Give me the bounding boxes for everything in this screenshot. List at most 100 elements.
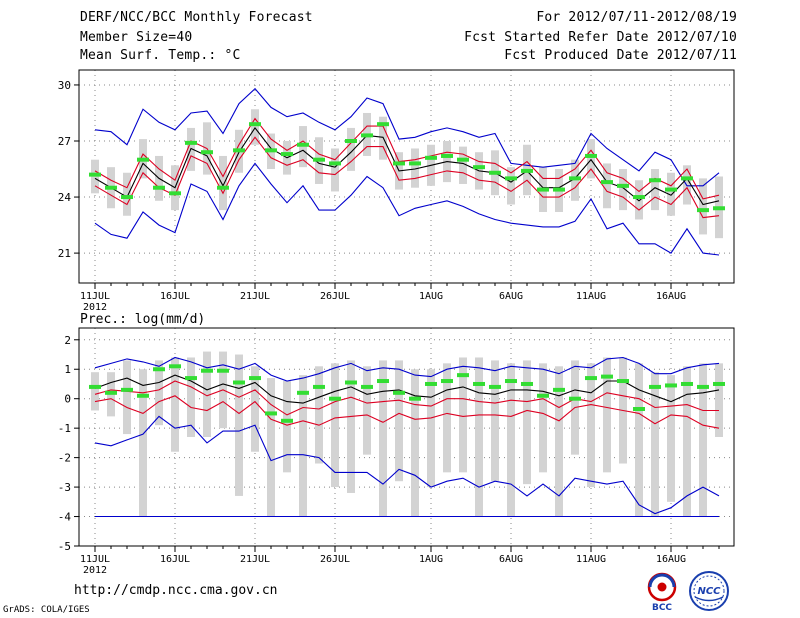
prec-median-mark [249,376,261,381]
temp-box [635,180,643,220]
temp-box [699,178,707,235]
prec-box [379,360,387,517]
prec-box [395,360,403,482]
prec-median-mark [569,396,581,401]
prec-box [459,357,467,473]
prec-box [635,363,643,517]
prec-box [411,369,419,517]
temp-median-mark [329,161,341,166]
prec-median-mark [153,367,165,372]
prec-median-mark [489,384,501,389]
temp-median-mark [697,208,709,213]
prec-ytick-label: -2 [58,452,71,465]
temp-median-mark [281,152,293,157]
temp-box [347,127,355,171]
prec-box [235,354,243,496]
prec-box [299,375,307,517]
temp-lower-spread-line [94,136,720,219]
prec-median-mark [297,390,309,395]
temp-median-mark [665,187,677,192]
temp-xtick-label: 16AUG [656,291,686,302]
prec-box [251,366,259,452]
temp-box [667,172,675,216]
prec-median-mark [553,387,565,392]
prec-median-mark [537,393,549,398]
prec-box [139,369,147,517]
temp-panel: 21 24 27 30 11JUL 16JUL 21JUL 26JUL 1AUG 6AUG 11AU… [58,69,735,313]
prec-box [91,372,99,411]
temp-ytick-label: 30 [58,79,71,92]
prec-median-mark [185,376,197,381]
prec-median-mark [361,384,373,389]
temp-box [251,109,259,145]
prec-median-mark [617,379,629,384]
prec-median-mark [105,390,117,395]
prec-median-mark [457,373,469,378]
prec-median-mark [329,396,341,401]
temp-xtick-label: 26JUL [320,291,350,302]
prec-box [123,360,131,435]
temp-median-mark [185,140,197,145]
temp-median-mark [601,180,613,185]
prec-box [315,366,323,464]
temp-xtick-label: 16JUL [160,291,190,302]
prec-xtick-label: 1AUG [419,554,443,565]
temp-median-mark [457,157,469,162]
prec-box [667,375,675,502]
prec-ytick-label: -5 [58,540,71,553]
source-url[interactable]: http://cmdp.ncc.cma.gov.cn [74,583,278,598]
prec-median-mark [201,368,213,373]
prec-xtick-label: 6AUG [499,554,523,565]
prec-box [491,360,499,482]
temp-median-mark [649,178,661,183]
temp-xtick-label: 11JUL [80,291,110,302]
temp-xtick-label: 21JUL [240,291,270,302]
prec-max-line [94,356,720,382]
prec-median-mark [665,383,677,388]
prec-median-mark [281,418,293,423]
prec-xtick-label: 11JUL [80,554,110,565]
temp-median-mark [441,153,453,158]
prec-box [603,357,611,473]
temp-upper-spread-line [94,117,720,200]
prec-median-mark [649,384,661,389]
prec-median-mark [121,387,133,392]
prec-median-mark [473,381,485,386]
bcc-logo-text: BCC [652,603,672,612]
temp-box [651,169,659,211]
prec-median-mark [521,381,533,386]
temp-median-mark [489,170,501,175]
temp-median-mark [265,148,277,153]
temp-median-mark [377,122,389,127]
temp-median-mark [393,161,405,166]
temp-median-mark [249,122,261,127]
prec-box [715,363,723,437]
prec-median-mark [377,379,389,384]
temp-median-mark [217,185,229,190]
prec-xtick-label: 16JUL [160,554,190,565]
prec-median-mark [393,390,405,395]
temp-median-mark [169,191,181,196]
prec-ytick-label: -4 [58,511,72,524]
prec-box [475,357,483,517]
prec-box [507,363,515,517]
temp-min-line [94,162,720,256]
temp-median-mark [233,148,245,153]
prec-box [651,372,659,517]
prec-median-mark [217,368,229,373]
temp-median-mark [553,187,565,192]
prec-median-mark [505,379,517,384]
prec-median-mark [409,396,421,401]
prec-median-mark [137,393,149,398]
prec-xtick-label: 16AUG [656,554,686,565]
prec-year-label: 2012 [83,565,107,576]
bcc-logo: BCC [647,572,677,612]
temp-median-mark [89,172,101,177]
prec-xtick-label: 26JUL [320,554,350,565]
temp-median-mark [345,139,357,143]
temp-xtick-label: 6AUG [499,291,523,302]
prec-upper-spread-line [94,380,719,416]
prec-box [187,357,195,437]
prec-box [539,363,547,473]
